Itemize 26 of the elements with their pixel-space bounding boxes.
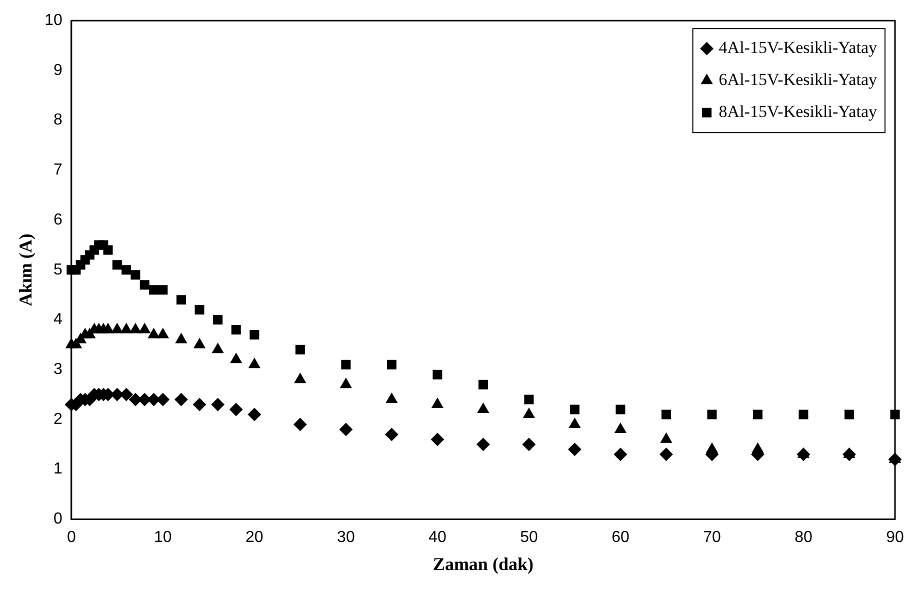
legend-label: 6Al-15V-Kesikli-Yatay bbox=[718, 70, 878, 90]
x-tick-label: 80 bbox=[794, 529, 812, 546]
y-tick-label: 9 bbox=[53, 62, 62, 79]
y-tick-label: 8 bbox=[53, 112, 62, 129]
legend-label: 4Al-15V-Kesikli-Yatay bbox=[718, 38, 878, 58]
x-tick-label: 30 bbox=[337, 529, 355, 546]
y-axis-title: Akım (A) bbox=[15, 234, 36, 306]
y-tick-label: 3 bbox=[53, 361, 62, 378]
legend-label: 8Al-15V-Kesikli-Yatay bbox=[718, 102, 878, 122]
y-tick-label: 6 bbox=[53, 211, 62, 228]
x-tick-label: 20 bbox=[246, 529, 264, 546]
x-tick-label: 40 bbox=[428, 529, 446, 546]
x-tick-label: 0 bbox=[66, 529, 76, 546]
x-tick-label: 60 bbox=[612, 529, 630, 546]
y-tick-label: 0 bbox=[53, 510, 62, 528]
y-tick-label: 10 bbox=[44, 12, 62, 30]
x-tick-label: 90 bbox=[886, 529, 904, 546]
y-tick-label: 7 bbox=[53, 162, 62, 179]
x-tick-label: 70 bbox=[703, 529, 721, 546]
y-tick-label: 1 bbox=[53, 460, 62, 478]
x-tick-label: 10 bbox=[154, 529, 172, 546]
y-tick-label: 5 bbox=[53, 261, 62, 278]
x-axis-title: Zaman (dak) bbox=[432, 554, 534, 574]
y-tick-label: 4 bbox=[53, 311, 62, 328]
x-tick-label: 50 bbox=[520, 529, 538, 546]
y-tick-label: 2 bbox=[53, 410, 62, 428]
